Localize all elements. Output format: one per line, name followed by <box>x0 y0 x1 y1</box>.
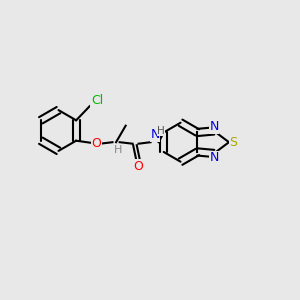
Text: Cl: Cl <box>91 94 103 107</box>
Text: N: N <box>209 120 219 133</box>
Text: S: S <box>230 136 238 149</box>
Text: H: H <box>157 126 165 136</box>
Text: N: N <box>209 152 219 164</box>
Text: N: N <box>150 128 160 141</box>
Text: O: O <box>134 160 143 173</box>
Text: O: O <box>92 137 101 150</box>
Text: H: H <box>113 145 122 155</box>
